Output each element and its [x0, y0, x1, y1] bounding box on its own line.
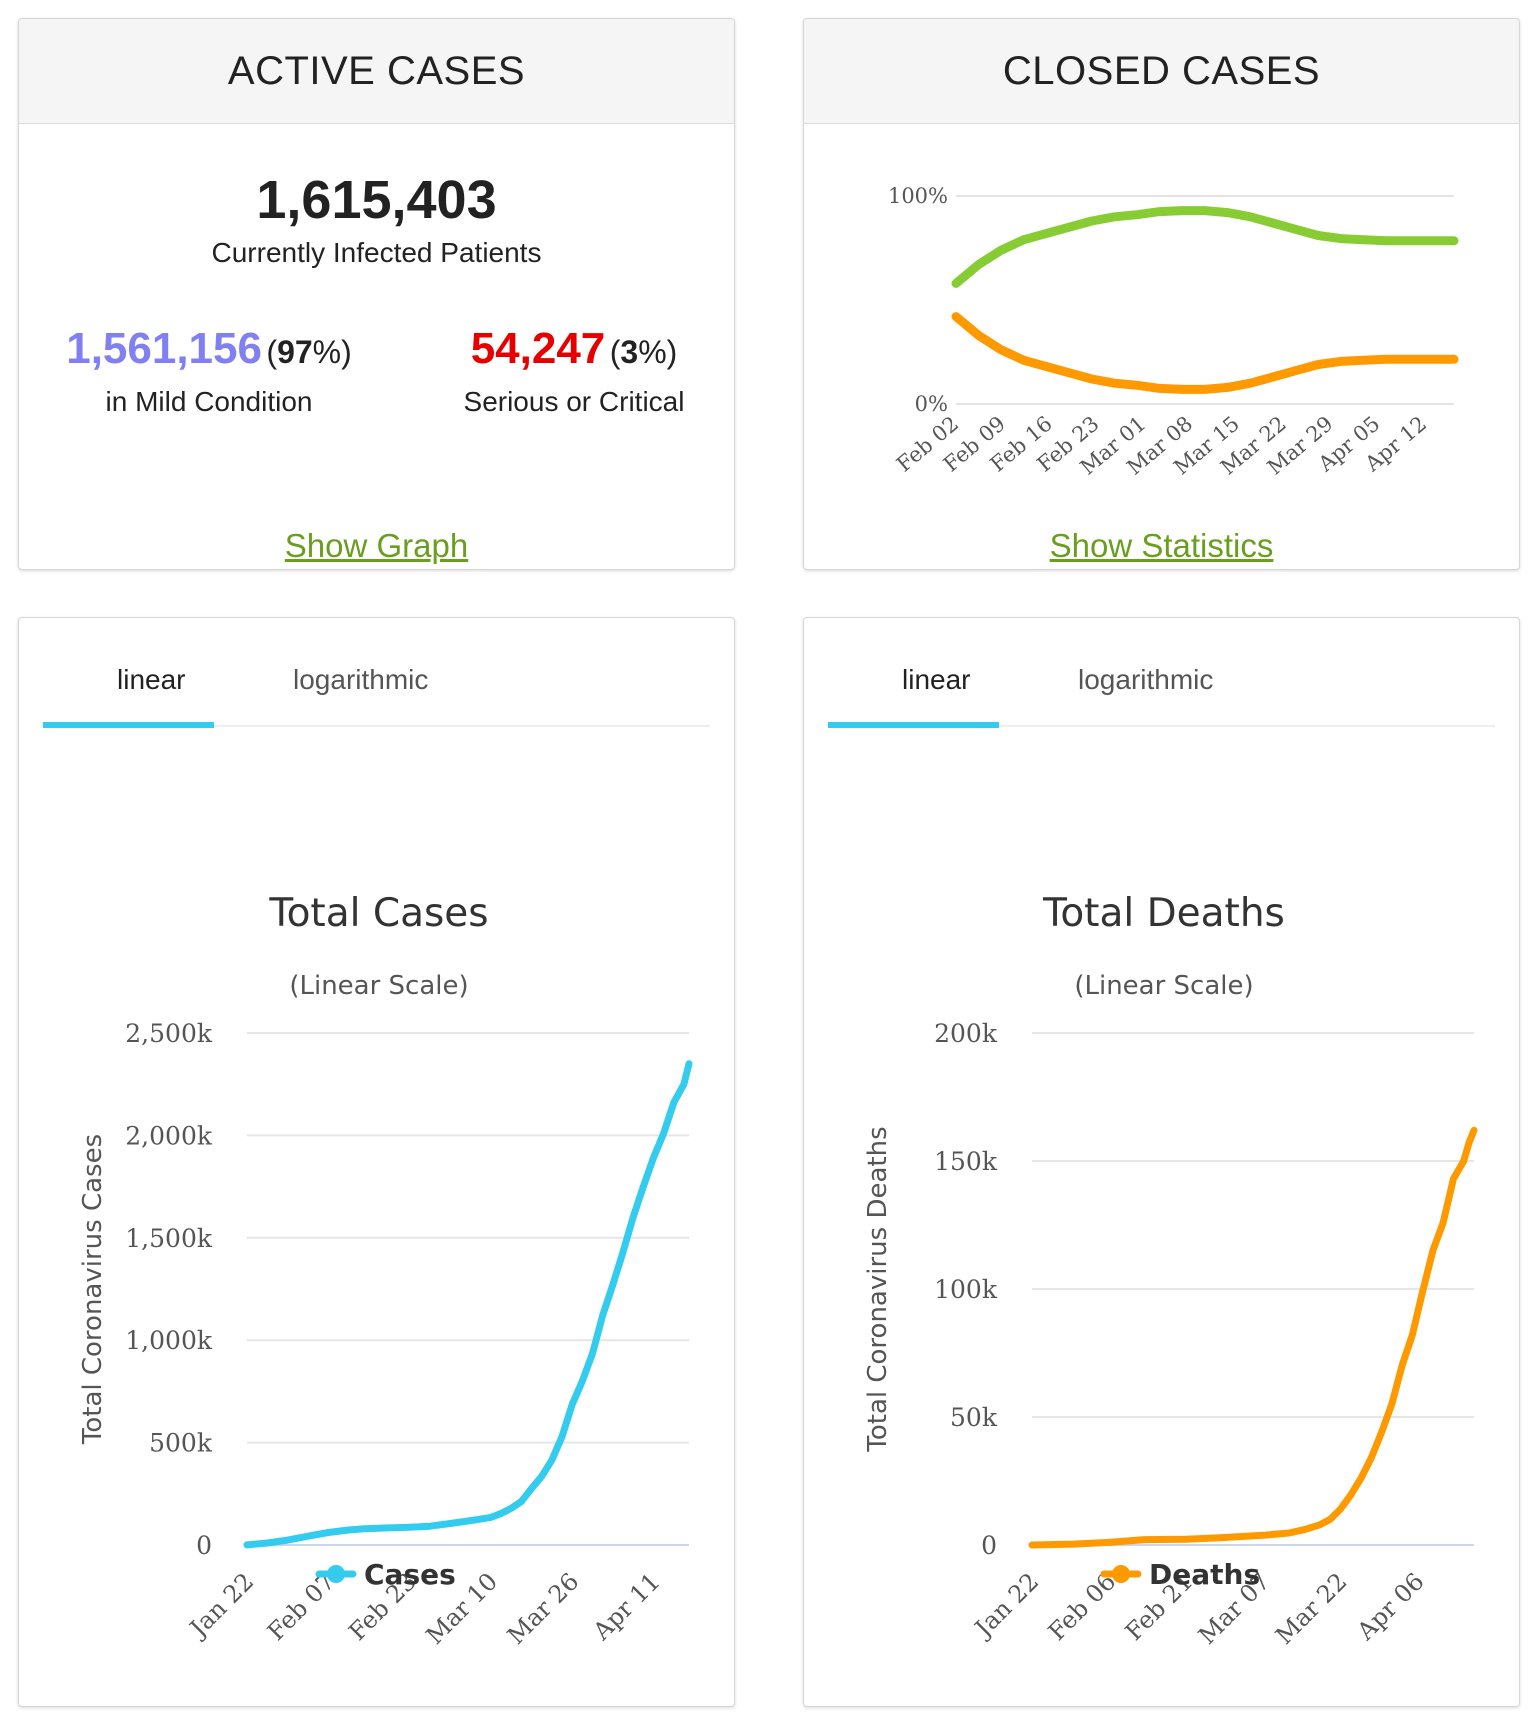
legend-marker: [1112, 1565, 1130, 1583]
total-cases-chart: Total Cases (Linear Scale) 0 500k 1,000k 1,50…: [78, 891, 693, 1650]
chart-title: Total Deaths: [1042, 891, 1285, 936]
tab-linear[interactable]: linear: [117, 664, 186, 695]
chart-title: Total Cases: [268, 891, 488, 936]
total-deaths-chart: Total Deaths (Linear Scale) 0 50k 100k 150k 20…: [863, 891, 1478, 1650]
tab-linear[interactable]: linear: [902, 664, 971, 695]
y-tick-label: 0: [981, 1531, 997, 1560]
legend-marker: [327, 1565, 345, 1583]
serious-condition-block: 54,247 (3%) Serious or Critical: [404, 324, 734, 418]
y-tick-label: 50k: [950, 1403, 998, 1432]
serious-condition-label: Serious or Critical: [463, 386, 685, 417]
active-cases-total-label: Currently Infected Patients: [211, 237, 542, 268]
active-cases-header: ACTIVE CASES: [19, 19, 734, 124]
deaths-scale-tabs: linear logarithmic: [828, 618, 1495, 728]
active-tab-indicator: [828, 722, 999, 728]
closed-cases-header: CLOSED CASES: [804, 19, 1519, 124]
chart-subtitle: (Linear Scale): [289, 971, 468, 1001]
cases-series-line: [243, 1060, 693, 1549]
closed-cases-card: CLOSED CASES 0% 100% Feb 02 Feb 09 Feb 16 Feb…: [803, 18, 1520, 570]
mild-condition-block: 1,561,156 (97%) in Mild Condition: [39, 324, 379, 418]
y-tick-label: 150k: [934, 1147, 998, 1176]
y-tick-label: 500k: [149, 1429, 213, 1458]
tab-logarithmic[interactable]: logarithmic: [1078, 664, 1214, 695]
legend-label: Deaths: [1149, 1558, 1260, 1591]
deaths-line: [951, 312, 1459, 394]
active-tab-indicator: [43, 722, 214, 728]
y-tick-label: 100k: [934, 1275, 998, 1304]
serious-condition-value: 54,247: [470, 324, 606, 373]
y-tick-label: 200k: [934, 1019, 998, 1048]
deaths-series-line: [1028, 1126, 1478, 1549]
active-cases-total: 1,615,403: [256, 170, 497, 230]
x-tick-label: Apr 06: [1351, 1567, 1430, 1646]
show-statistics-link[interactable]: Show Statistics: [1049, 527, 1274, 564]
mild-condition-value: 1,561,156: [66, 324, 262, 373]
y-tick-label: 2,000k: [125, 1121, 213, 1150]
y-tick-label: 0%: [915, 392, 948, 416]
y-tick-label: 1,500k: [125, 1224, 213, 1253]
x-tick-label: Mar 22: [1270, 1567, 1352, 1649]
cases-scale-tabs: linear logarithmic: [43, 618, 710, 728]
y-tick-label: 2,500k: [125, 1019, 213, 1048]
total-cases-card: linear logarithmic Total Cases (Linear Sc…: [18, 617, 735, 1707]
x-tick-label: Apr 11: [587, 1567, 666, 1646]
y-tick-label: 100%: [888, 184, 948, 208]
x-tick-label: Jan 22: [967, 1567, 1044, 1644]
mild-condition-percent: (97%): [266, 334, 352, 370]
recovered-line: [951, 206, 1459, 288]
legend-label: Cases: [364, 1558, 456, 1591]
y-tick-label: 0: [196, 1531, 212, 1560]
active-cases-card: ACTIVE CASES 1,615,403 Currently Infecte…: [18, 18, 735, 570]
y-axis-title: Total Coronavirus Deaths: [863, 1126, 893, 1452]
show-graph-link[interactable]: Show Graph: [284, 527, 469, 564]
y-tick-label: 1,000k: [125, 1326, 213, 1355]
tab-logarithmic[interactable]: logarithmic: [293, 664, 429, 695]
serious-condition-percent: (3%): [609, 334, 678, 370]
y-axis-title: Total Coronavirus Cases: [78, 1134, 108, 1445]
total-deaths-card: linear logarithmic Total Deaths (Linear S…: [803, 617, 1520, 1707]
chart-subtitle: (Linear Scale): [1074, 971, 1253, 1001]
mild-condition-label: in Mild Condition: [105, 386, 313, 417]
x-tick-label: Feb 06: [1043, 1567, 1122, 1646]
x-tick-label: Mar 26: [502, 1567, 584, 1649]
x-tick-label: Jan 22: [182, 1567, 259, 1644]
